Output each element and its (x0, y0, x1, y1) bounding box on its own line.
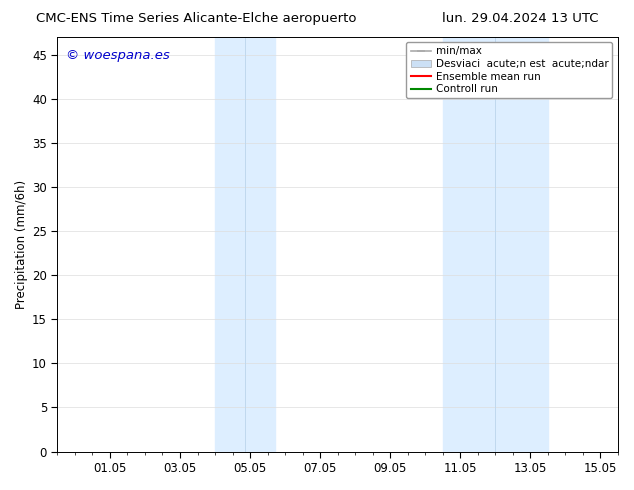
Text: CMC-ENS Time Series Alicante-Elche aeropuerto: CMC-ENS Time Series Alicante-Elche aerop… (36, 12, 357, 25)
Text: lun. 29.04.2024 13 UTC: lun. 29.04.2024 13 UTC (442, 12, 598, 25)
Y-axis label: Precipitation (mm/6h): Precipitation (mm/6h) (15, 180, 28, 309)
Bar (215, 37, 275, 452)
Text: © woespana.es: © woespana.es (66, 49, 170, 63)
Bar (443, 37, 548, 452)
Legend: min/max, Desviaci  acute;n est  acute;ndar, Ensemble mean run, Controll run: min/max, Desviaci acute;n est acute;ndar… (406, 42, 612, 98)
